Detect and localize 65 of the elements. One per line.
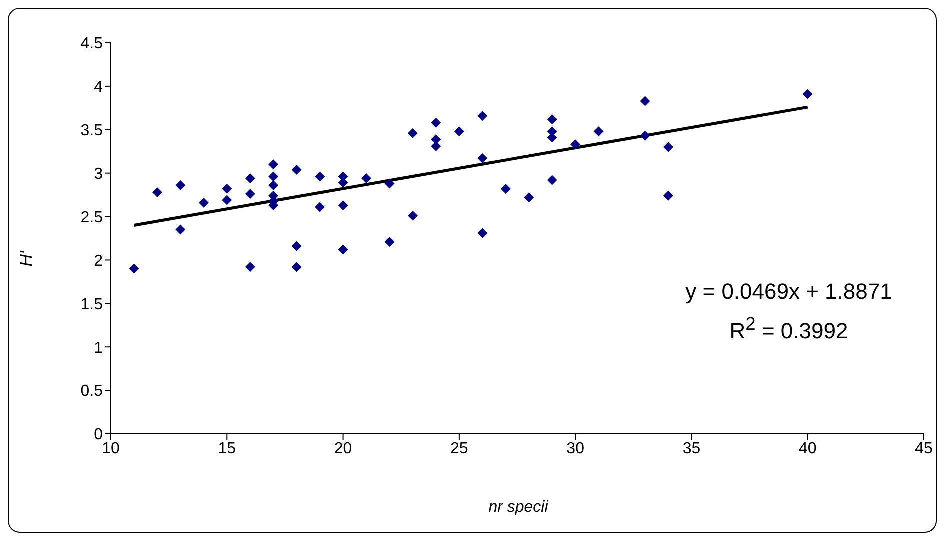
point: [431, 134, 442, 144]
point: [292, 241, 302, 252]
point: [315, 172, 326, 182]
x-tick-label: 25: [450, 440, 468, 458]
point: [176, 180, 186, 190]
y-tick-label: 1: [94, 340, 104, 357]
point: [268, 172, 279, 182]
point: [362, 174, 372, 184]
point: [245, 189, 256, 200]
point: [176, 224, 186, 235]
point: [222, 195, 232, 206]
x-tick-label: 45: [915, 440, 933, 458]
y-tick-label: 4.5: [80, 36, 104, 53]
point: [245, 262, 256, 272]
y-tick-label: 3: [94, 166, 104, 184]
point: [640, 96, 650, 106]
point: [500, 184, 511, 194]
x-axis-title: nr specii: [488, 499, 550, 517]
y-tick-label: 2.5: [80, 209, 104, 226]
point: [129, 264, 140, 274]
point: [547, 114, 558, 124]
x-tick-label: 20: [334, 440, 352, 458]
point: [478, 110, 488, 121]
point: [802, 89, 813, 100]
point: [384, 178, 395, 189]
x-tick-label: 10: [102, 440, 120, 458]
x-tick-label: 35: [682, 440, 701, 458]
point: [663, 142, 674, 152]
point: [408, 128, 418, 138]
point: [454, 126, 464, 137]
point: [292, 164, 302, 175]
point: [315, 202, 326, 212]
point: [245, 174, 256, 184]
y-tick-label: 3.5: [80, 122, 104, 140]
point: [292, 262, 302, 272]
point: [478, 228, 488, 238]
point: [478, 154, 488, 164]
y-tick-label: 2: [94, 252, 104, 270]
point: [268, 160, 279, 170]
y-tick-label: 0: [94, 426, 104, 444]
y-tick-label: 1.5: [80, 296, 104, 314]
point: [547, 175, 558, 186]
point: [338, 200, 348, 210]
point: [268, 180, 279, 190]
point: [338, 244, 348, 255]
x-tick-label: 30: [566, 440, 585, 458]
point: [152, 187, 162, 198]
point: [570, 140, 581, 150]
x-tick-label: 15: [218, 440, 236, 458]
annotation: R$^{2}$ = 0.3992: [728, 313, 850, 344]
y-tick-label: 4: [94, 79, 104, 96]
annotation: y = 0.0469x + 1.8871: [684, 279, 894, 305]
y-axis-title: H': [16, 251, 37, 267]
point: [384, 236, 395, 247]
point: [198, 198, 209, 208]
point: [431, 141, 442, 152]
point: [524, 192, 534, 203]
x-tick-label: 40: [798, 440, 817, 458]
point: [222, 184, 232, 194]
point: [594, 126, 604, 137]
point: [663, 190, 674, 201]
y-tick-label: 0.5: [80, 383, 104, 400]
point: [640, 130, 650, 141]
point: [408, 210, 418, 221]
point: [431, 118, 442, 128]
